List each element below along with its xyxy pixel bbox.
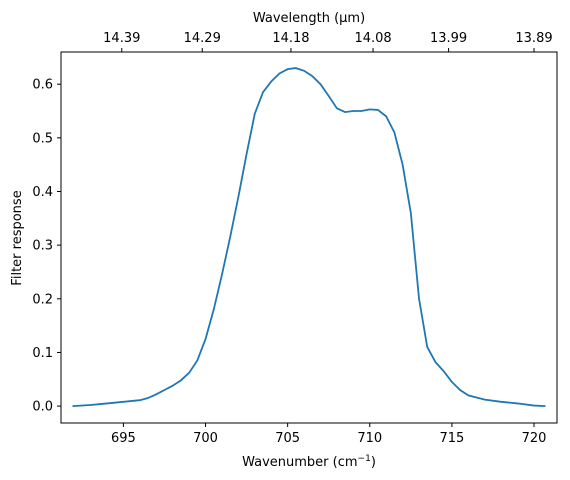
y-tick-label: 0.4 (32, 185, 53, 200)
x-axis-title: Wavenumber (cm−1) (242, 454, 376, 470)
top-tick-label: 13.99 (430, 31, 467, 46)
x-tick-label: 710 (357, 431, 382, 446)
y-tick-label: 0.2 (32, 292, 53, 307)
top-axis-title: Wavelength (μm) (253, 11, 365, 26)
top-tick-label: 14.18 (272, 31, 309, 46)
x-tick-label: 705 (275, 431, 300, 446)
x-tick-label: 700 (193, 431, 218, 446)
y-tick-label: 0.1 (32, 346, 53, 361)
filter-response-line (72, 67, 546, 407)
y-tick-label: 0.5 (32, 131, 53, 146)
y-tick-label: 0.3 (32, 239, 53, 254)
y-axis-title: Filter response (10, 190, 25, 285)
axes-frame (60, 51, 558, 424)
y-tick-label: 0.6 (32, 78, 53, 93)
x-axis-ticks: 695 700 705 710 715 720 (111, 423, 546, 446)
y-tick-label: 0.0 (32, 400, 53, 415)
top-tick-label: 14.39 (103, 31, 140, 46)
x-tick-label: 695 (111, 431, 136, 446)
x-tick-label: 720 (522, 431, 547, 446)
top-tick-label: 13.89 (515, 31, 552, 46)
top-axis-ticks: 14.39 14.29 14.18 14.08 13.99 13.89 (103, 31, 553, 52)
top-tick-label: 14.29 (184, 31, 221, 46)
top-tick-label: 14.08 (354, 31, 391, 46)
y-axis-ticks: 0.0 0.1 0.2 0.3 0.4 0.5 0.6 (32, 78, 61, 415)
x-tick-label: 715 (439, 431, 464, 446)
